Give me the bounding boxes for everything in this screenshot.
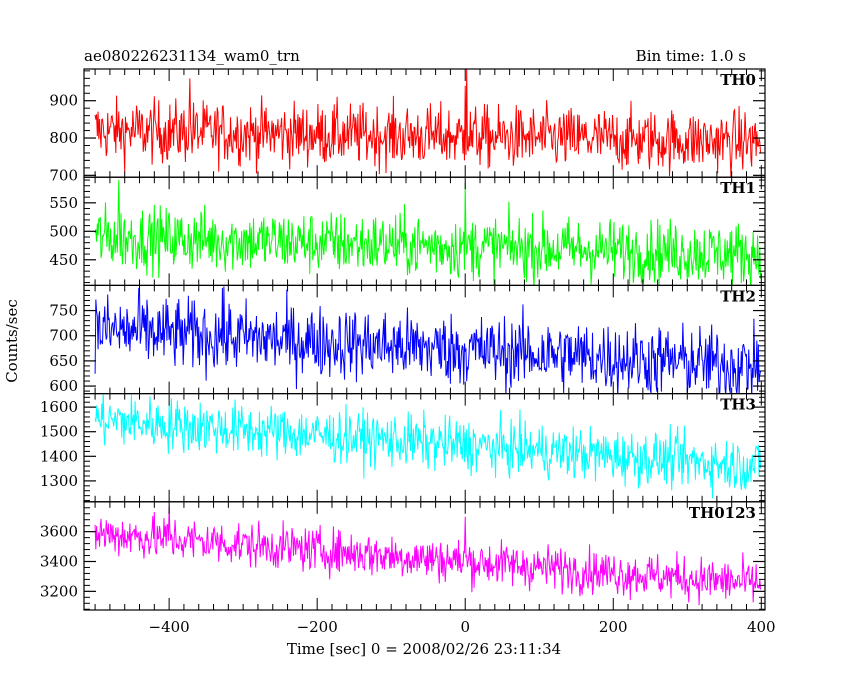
series-line-th3	[94, 393, 762, 499]
y-tick-label: 1300	[40, 472, 78, 490]
y-tick-label: 3600	[40, 523, 78, 541]
y-tick-label: 1400	[40, 447, 78, 465]
panel-th0123: 3200 3400 3600 TH0123	[40, 501, 766, 611]
panel-name-label: TH1	[720, 179, 756, 197]
panel-frame	[83, 176, 766, 286]
x-tick-label: −200	[297, 618, 338, 636]
y-tick-label: 450	[49, 251, 78, 269]
series-line-th2	[94, 286, 762, 394]
panel-frame	[83, 501, 766, 611]
y-tick-label: 700	[49, 166, 78, 184]
x-tick-label: 0	[460, 618, 470, 636]
panel-th0: 700 800 900 TH0	[49, 68, 766, 184]
y-tick-label: 900	[49, 92, 78, 110]
series-line-th1	[94, 180, 762, 286]
y-tick-label: 550	[49, 194, 78, 212]
panel-name-label: TH0	[720, 71, 756, 89]
y-tick-label: 1500	[40, 423, 78, 441]
y-tick-label: 750	[49, 302, 78, 320]
panel-th3: 1300 1400 1500 1600 TH3	[40, 393, 766, 503]
panel-frame	[83, 393, 766, 503]
chart-title-left: ae080226231134_wam0_trn	[84, 47, 300, 65]
series-line-th0123	[94, 506, 762, 606]
chart-title-right: Bin time: 1.0 s	[636, 47, 746, 65]
x-tick-label: 200	[599, 618, 628, 636]
y-tick-label: 1600	[40, 398, 78, 416]
y-tick-label: 650	[49, 352, 78, 370]
panel-th2: 600 650 700 750 TH2	[49, 284, 766, 395]
y-tick-label: 3400	[40, 552, 78, 570]
y-axis-label: Counts/sec	[3, 299, 21, 383]
panel-th1: 450 500 550 TH1	[49, 176, 766, 286]
panel-name-label: TH3	[720, 396, 756, 414]
panel-name-label: TH2	[720, 287, 756, 305]
panels-group: 700 800 900 TH0 450 500 550 TH1 600 650 700 750 TH2 1…	[40, 68, 776, 636]
y-tick-label: 800	[49, 129, 78, 147]
x-axis-label: Time [sec] 0 = 2008/02/26 23:11:34	[287, 640, 561, 658]
x-tick-label: −400	[149, 618, 190, 636]
x-tick-label: 400	[747, 618, 776, 636]
panel-name-label: TH0123	[689, 504, 756, 522]
y-tick-label: 600	[49, 377, 78, 395]
y-tick-label: 700	[49, 327, 78, 345]
y-tick-label: 3200	[40, 582, 78, 600]
y-tick-label: 500	[49, 222, 78, 240]
series-line-th0	[94, 69, 762, 178]
